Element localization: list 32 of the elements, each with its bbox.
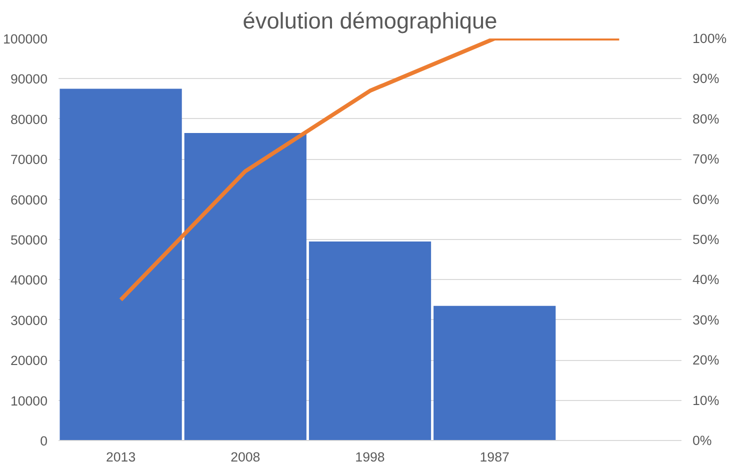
- y2-tick-label: 50%: [692, 232, 720, 247]
- y2-tick-label: 70%: [692, 152, 720, 167]
- y-tick-label: 60000: [10, 192, 48, 208]
- line-series: [118, 38, 622, 302]
- x-tick-label: 1998: [355, 450, 385, 464]
- bar: [308, 242, 432, 440]
- y-tick-label: 50000: [10, 232, 48, 248]
- bar: [434, 306, 556, 440]
- x-tick-label: 2013: [106, 450, 136, 464]
- bar: [60, 88, 182, 440]
- y2-tick-label: 60%: [692, 192, 720, 207]
- y2-tick-label: 20%: [692, 352, 720, 368]
- y-tick-label: 20000: [10, 353, 48, 368]
- y2-tick-label: 90%: [692, 71, 720, 86]
- x-tick-label: 2008: [230, 450, 260, 464]
- y-tick-label: 30000: [10, 312, 48, 328]
- y2-tick-label: 10%: [692, 392, 720, 408]
- y2-tick-label: 30%: [692, 312, 720, 328]
- y2-tick-label: 80%: [692, 111, 720, 126]
- chart-title: évolution démographique: [242, 8, 498, 34]
- x-tick-label: 1987: [480, 450, 510, 464]
- y-tick-label: 70000: [10, 152, 48, 168]
- bar: [184, 132, 306, 440]
- y2-tick-label: 100%: [692, 31, 727, 46]
- y-tick-label: 100000: [3, 32, 48, 46]
- y2-tick-label: 0%: [692, 433, 712, 448]
- y-tick-label: 40000: [10, 272, 48, 288]
- y-tick-label: 0: [40, 434, 48, 448]
- y-tick-label: 10000: [10, 393, 48, 408]
- y-tick-label: 90000: [10, 72, 48, 87]
- y-tick-label: 80000: [10, 112, 48, 127]
- y2-tick-label: 40%: [692, 272, 720, 288]
